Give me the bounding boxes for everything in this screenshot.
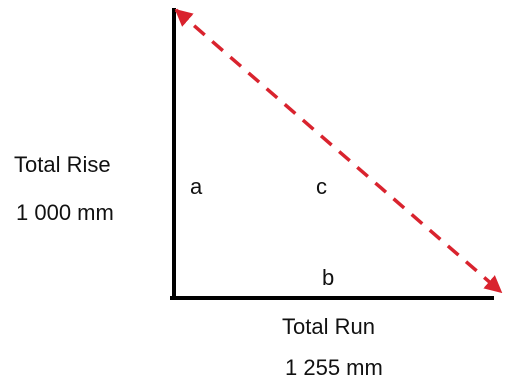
hypotenuse-arrow	[174, 8, 503, 294]
rise-value: 1 000 mm	[16, 200, 114, 225]
side-b-label: b	[322, 265, 335, 290]
run-value: 1 255 mm	[285, 355, 383, 380]
run-title: Total Run	[282, 314, 375, 339]
side-c-label: c	[316, 174, 327, 199]
rise-title: Total Rise	[14, 152, 111, 177]
side-a-label: a	[190, 174, 203, 199]
